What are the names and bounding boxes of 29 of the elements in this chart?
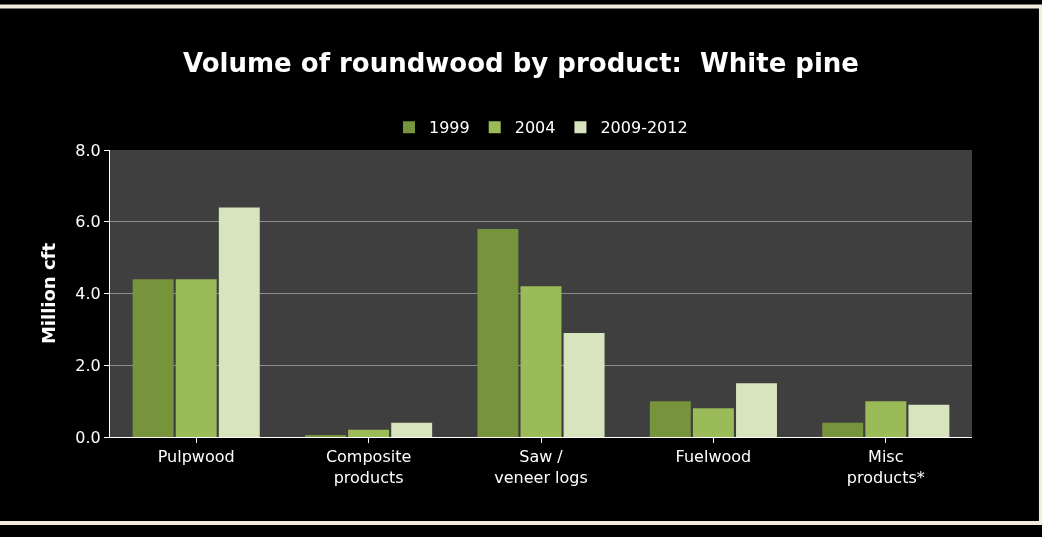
y-tick-label: 8.0 — [75, 140, 101, 160]
legend-label: 2009-2012 — [600, 118, 688, 138]
bar — [175, 279, 217, 437]
x-tick-label: Composite products — [325, 447, 412, 487]
bar — [477, 228, 519, 437]
bar — [865, 401, 907, 437]
bar — [348, 429, 390, 437]
bar — [736, 383, 777, 437]
legend-label: 1999 — [429, 118, 470, 138]
bar — [391, 422, 433, 437]
y-tick-label: 4.0 — [75, 284, 101, 304]
bar — [649, 401, 691, 437]
legend-label: 2004 — [514, 118, 556, 138]
bar — [218, 207, 260, 437]
y-tick-label: 0.0 — [75, 427, 101, 447]
x-tick-label: Saw / veneer logs — [494, 447, 588, 487]
bar — [822, 422, 864, 437]
bar — [520, 286, 562, 437]
x-tick-label: Misc products* — [846, 447, 925, 487]
bar — [692, 408, 734, 437]
y-axis-title: Million cft — [37, 242, 59, 345]
x-tick-label: Pulpwood — [157, 447, 235, 467]
y-tick-label: 2.0 — [75, 355, 101, 375]
bar — [132, 279, 174, 437]
bar — [563, 332, 605, 437]
y-tick-label: 6.0 — [75, 212, 101, 232]
chart-title: Volume of roundwood by product: White pine — [183, 47, 859, 78]
bar — [908, 404, 950, 437]
x-tick-label: Fuelwood — [675, 447, 752, 467]
